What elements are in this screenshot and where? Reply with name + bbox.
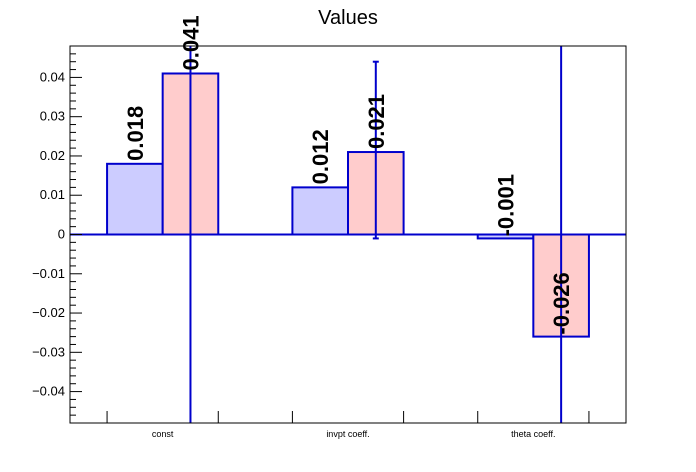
data-label: -0.026	[549, 272, 574, 334]
x-axis: const invpt coeff. theta coeff.	[106, 411, 590, 439]
data-label: 0.041	[178, 15, 203, 70]
data-label: -0.001	[494, 174, 519, 236]
x-category-label: invpt coeff.	[326, 429, 369, 439]
y-tick-label: −0.02	[32, 305, 65, 320]
bar	[291, 186, 349, 236]
x-category-label: const	[152, 429, 174, 439]
x-category-label: theta coeff.	[511, 429, 555, 439]
data-label: 0.021	[364, 94, 389, 149]
y-tick-label: −0.01	[32, 266, 65, 281]
bar	[106, 162, 164, 236]
y-tick-label: 0.01	[40, 187, 65, 202]
y-tick-label: 0	[58, 227, 65, 242]
y-tick-label: 0.02	[40, 148, 65, 163]
y-tick-label: −0.03	[32, 344, 65, 359]
data-label: 0.018	[123, 106, 148, 161]
y-axis: −0.04 −0.03 −0.02 −0.01 0 0.01 0.02 0.03 0.04	[32, 45, 82, 424]
data-label: 0.012	[308, 129, 333, 184]
y-tick-label: 0.04	[40, 69, 65, 84]
chart-title: Values	[318, 7, 378, 29]
data-labels-layer: 0.018 0.012 -0.001 0.041 0.021 -0.026	[123, 15, 574, 334]
y-tick-label: 0.03	[40, 109, 65, 124]
y-tick-label: −0.04	[32, 384, 65, 399]
